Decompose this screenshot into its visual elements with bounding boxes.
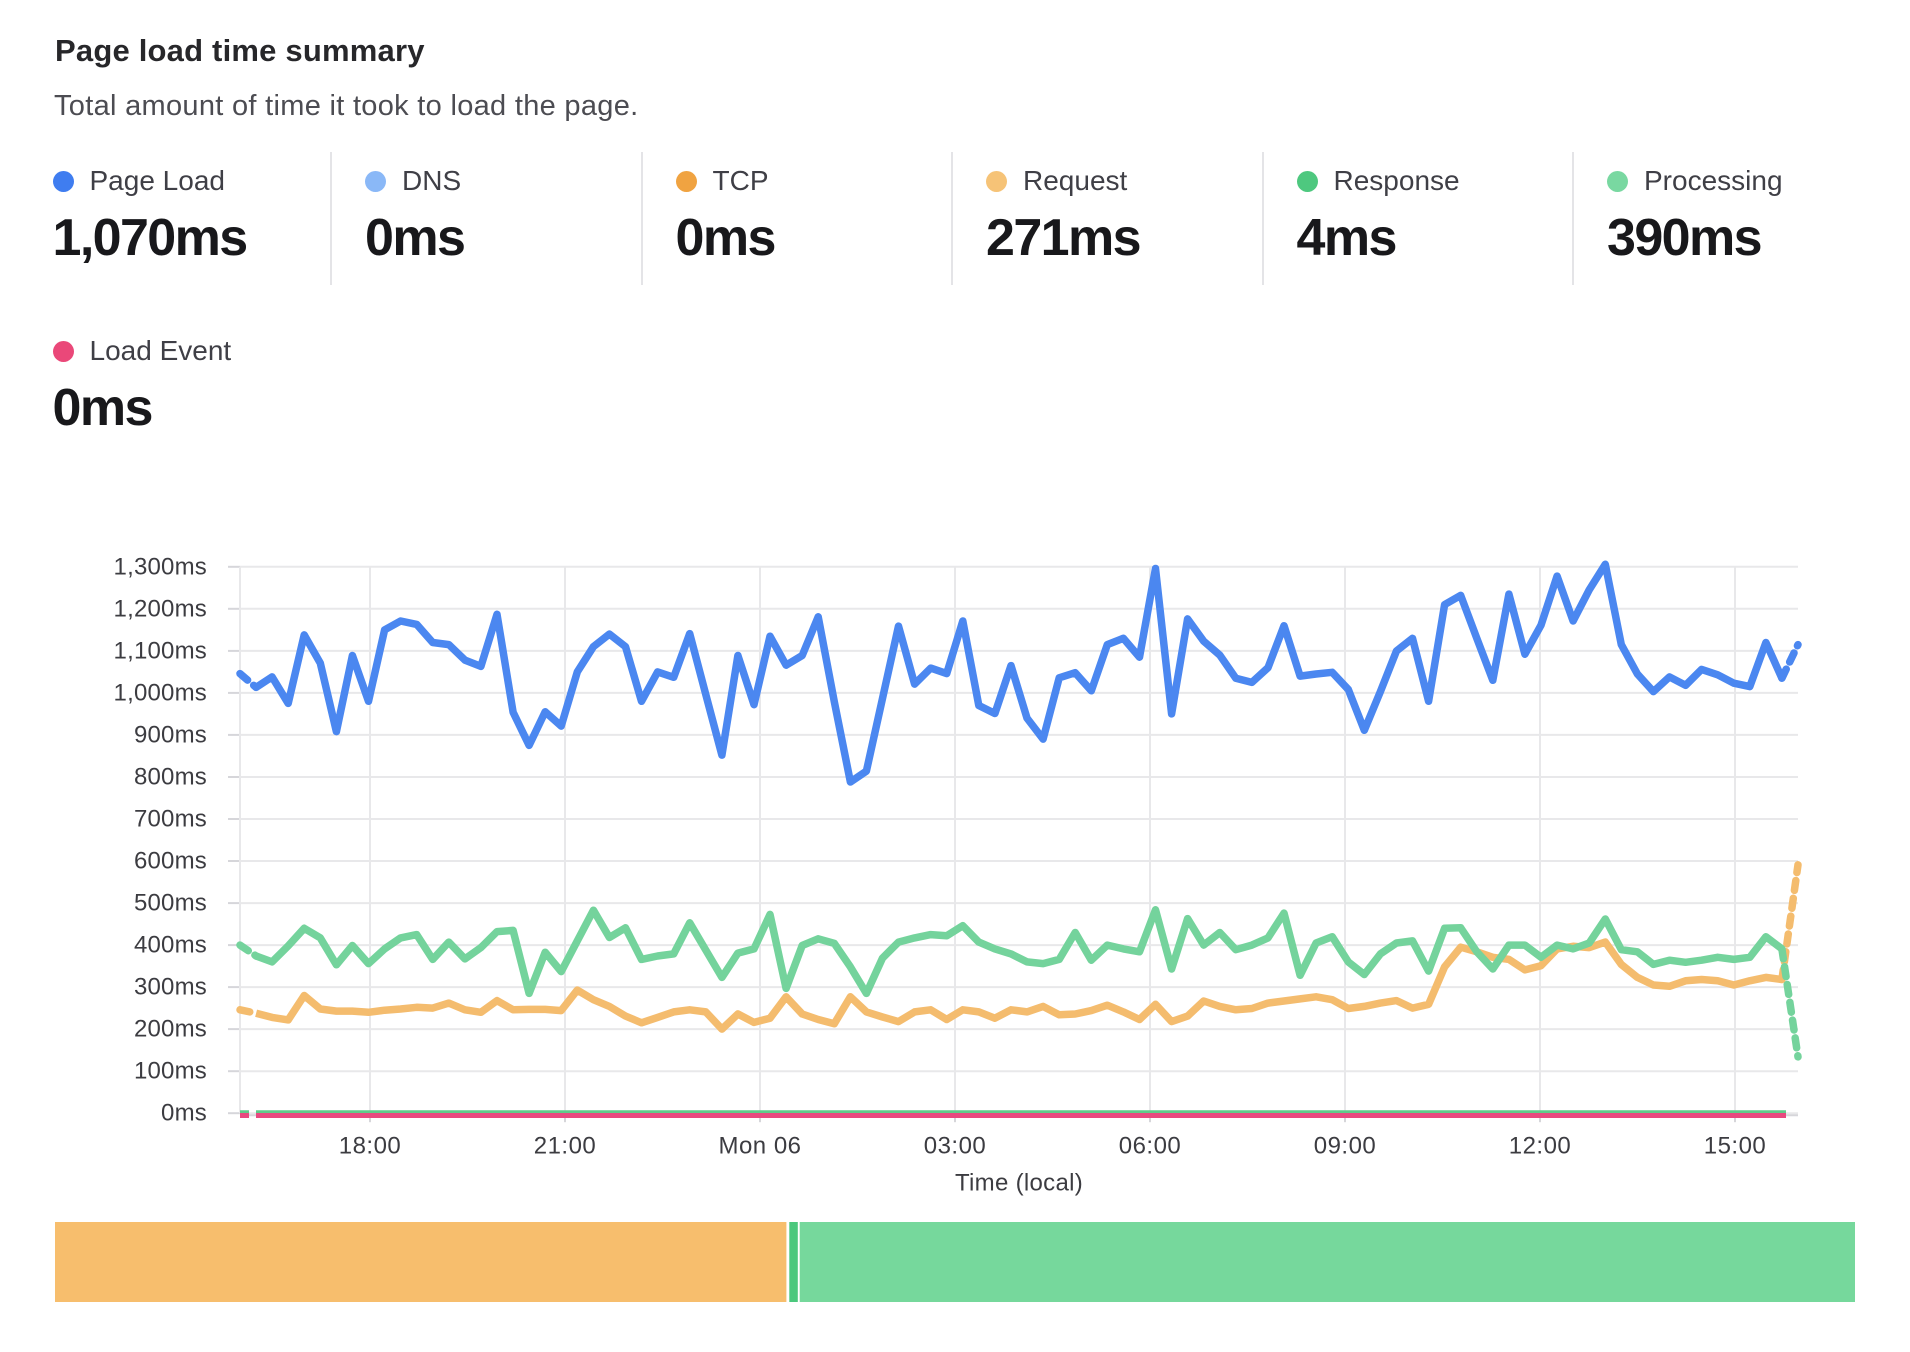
svg-text:300ms: 300ms [134, 974, 207, 1001]
svg-text:800ms: 800ms [134, 764, 207, 791]
svg-text:500ms: 500ms [134, 890, 207, 917]
svg-text:09:00: 09:00 [1314, 1133, 1377, 1160]
svg-text:18:00: 18:00 [339, 1133, 402, 1160]
svg-text:Mon 06: Mon 06 [718, 1133, 801, 1160]
svg-text:12:00: 12:00 [1509, 1133, 1572, 1160]
svg-text:1,100ms: 1,100ms [114, 637, 207, 664]
svg-text:1,000ms: 1,000ms [114, 679, 207, 706]
svg-text:700ms: 700ms [134, 806, 207, 833]
svg-text:15:00: 15:00 [1704, 1133, 1767, 1160]
svg-text:1,200ms: 1,200ms [114, 595, 207, 622]
svg-text:06:00: 06:00 [1119, 1133, 1182, 1160]
svg-text:900ms: 900ms [134, 721, 207, 748]
svg-text:Time (local): Time (local) [955, 1170, 1083, 1197]
svg-text:03:00: 03:00 [924, 1133, 987, 1160]
svg-text:100ms: 100ms [134, 1058, 207, 1085]
svg-text:1,300ms: 1,300ms [114, 553, 207, 580]
svg-text:200ms: 200ms [134, 1016, 207, 1043]
svg-text:0ms: 0ms [161, 1100, 207, 1127]
svg-text:600ms: 600ms [134, 848, 207, 875]
svg-text:21:00: 21:00 [534, 1133, 597, 1160]
svg-text:400ms: 400ms [134, 932, 207, 959]
